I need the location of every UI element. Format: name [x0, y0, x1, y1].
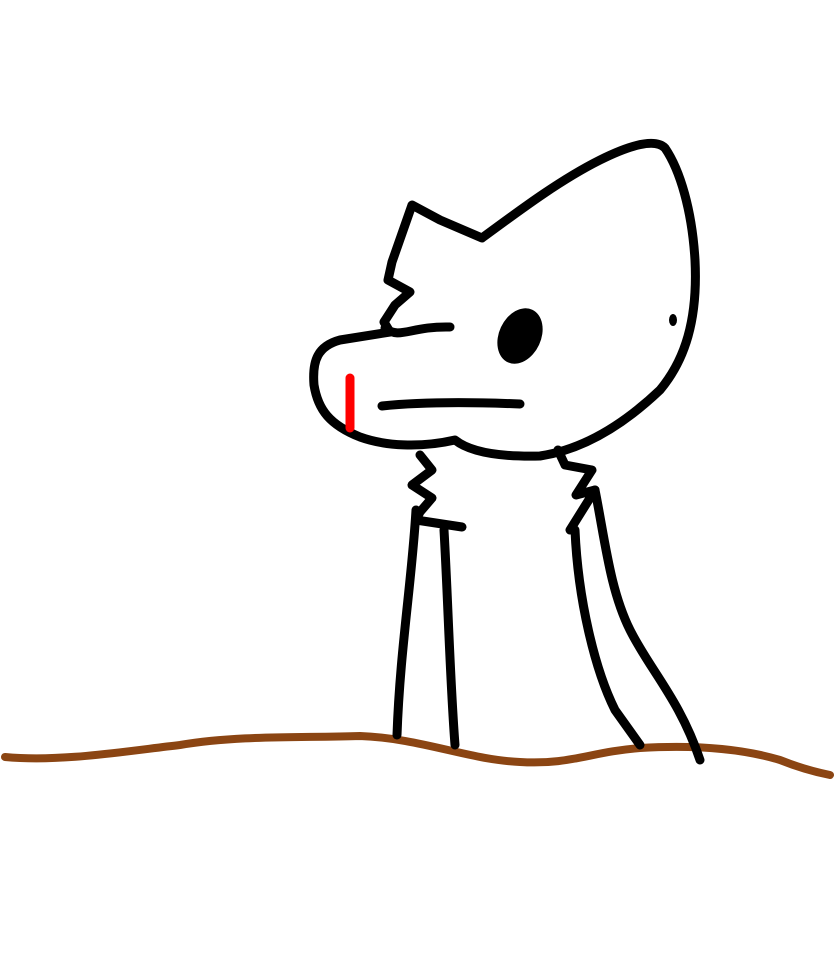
ground: [1, 731, 834, 779]
dot: [669, 314, 677, 326]
nose-line: [380, 322, 455, 338]
eye: [497, 308, 543, 364]
leg-1: [392, 505, 421, 740]
leg-3: [570, 525, 645, 750]
mouth: [377, 398, 525, 411]
head: [309, 138, 700, 461]
leg-4: [590, 485, 705, 765]
leg-2: [439, 525, 460, 750]
neck-right: [553, 445, 600, 535]
